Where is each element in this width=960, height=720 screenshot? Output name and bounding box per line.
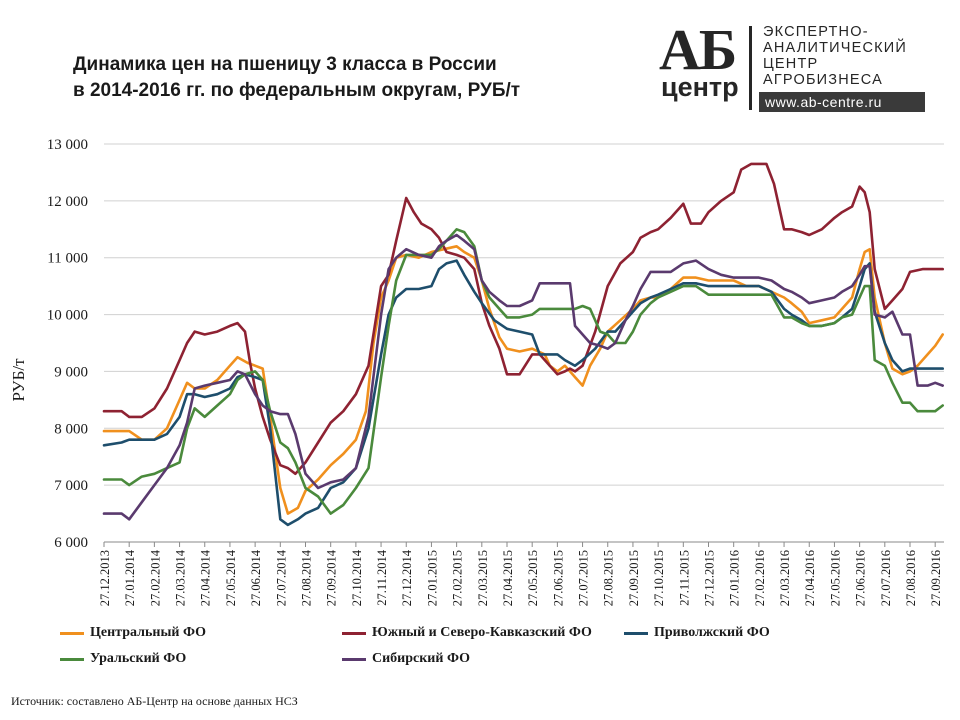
- legend-item-volga: Приволжский ФО: [624, 625, 770, 641]
- x-tick-label: 27.01.2016: [728, 550, 742, 606]
- series-line-0: [102, 245, 944, 515]
- x-tick-label: 27.04.2014: [199, 549, 213, 606]
- y-tick-label: 7 000: [54, 478, 88, 494]
- legend-swatch: [342, 657, 366, 661]
- logo-line-1: ЭКСПЕРТНО-: [763, 24, 869, 40]
- x-tick-label: 27.10.2014: [350, 549, 364, 606]
- x-tick-label: 27.05.2015: [526, 550, 540, 606]
- legend-item-central: Центральный ФО: [60, 625, 206, 641]
- x-tick-label: 27.04.2016: [803, 550, 817, 606]
- logo-mark-bottom: центр: [661, 72, 739, 102]
- x-tick-label: 27.12.2013: [98, 550, 112, 606]
- logo-text: ЭКСПЕРТНО- АНАЛИТИЧЕСКИЙ ЦЕНТР АГРОБИЗНЕ…: [763, 24, 907, 88]
- y-tick-label: 6 000: [54, 535, 88, 551]
- x-tick-label: 27.02.2014: [148, 549, 162, 606]
- title-line-2: в 2014-2016 гг. по федеральным округам, …: [73, 80, 521, 101]
- ab-centre-logo: АБ центр ЭКСПЕРТНО- АНАЛИТИЧЕСКИЙ ЦЕНТР …: [655, 17, 930, 114]
- x-tick-label: 27.06.2014: [249, 549, 263, 606]
- x-tick-label: 27.08.2016: [904, 550, 918, 606]
- x-tick-label: 27.03.2014: [174, 549, 188, 606]
- y-tick-label: 11 000: [47, 251, 88, 267]
- grid-lines: [104, 143, 944, 543]
- x-tick-label: 27.07.2014: [274, 549, 288, 606]
- series-line-3: [102, 228, 944, 515]
- legend-item-south: Южный и Северо-Кавказский ФО: [342, 625, 592, 641]
- chart-title: Динамика цен на пшеницу 3 класса в Росси…: [73, 52, 520, 104]
- x-tick-label: 27.01.2014: [123, 549, 137, 606]
- series-line-4: [102, 233, 944, 521]
- x-tick-label: 27.07.2016: [879, 550, 893, 606]
- series-line-1: [102, 162, 944, 476]
- x-tick-label: 27.09.2016: [929, 550, 943, 606]
- x-tick-label: 27.11.2015: [677, 550, 691, 606]
- legend-swatch: [60, 631, 84, 635]
- series-lines: [102, 162, 944, 527]
- x-tick-label: 27.09.2015: [627, 550, 641, 606]
- x-tick-label: 27.03.2015: [476, 550, 490, 606]
- logo-line-4: АГРОБИЗНЕСА: [763, 72, 884, 88]
- x-tick-label: 27.06.2015: [551, 550, 565, 606]
- logo-line-2: АНАЛИТИЧЕСКИЙ: [763, 40, 908, 56]
- y-axis-ticks: 6 000 7 000 8 000 9 000 10 000 11 000 12 000 13…: [47, 137, 88, 551]
- x-tick-label: 27.10.2015: [652, 550, 666, 606]
- y-tick-label: 9 000: [54, 364, 88, 380]
- x-tick-label: 27.11.2014: [375, 549, 389, 606]
- y-tick-label: 12 000: [47, 194, 88, 210]
- legend-item-siberia: Сибирский ФО: [342, 651, 470, 667]
- legend-label: Уральский ФО: [90, 651, 187, 666]
- x-tick-label: 27.05.2016: [828, 550, 842, 606]
- x-tick-label: 27.12.2015: [702, 550, 716, 606]
- logo-mark-top: АБ: [659, 17, 737, 82]
- logo-line-3: ЦЕНТР: [763, 56, 819, 72]
- x-tick-label: 27.02.2016: [753, 550, 767, 606]
- x-tick-label: 27.02.2015: [451, 550, 465, 606]
- x-axis-ticks: 27.12.2013 27.01.2014 27.02.2014 27.03.2014…: [98, 541, 944, 606]
- x-tick-label: 27.12.2014: [400, 549, 414, 606]
- x-tick-label: 27.05.2014: [224, 549, 238, 606]
- legend-label: Центральный ФО: [90, 625, 207, 640]
- x-tick-label: 27.09.2014: [325, 549, 339, 606]
- logo-url: www.ab-centre.ru: [759, 92, 925, 112]
- x-tick-label: 27.01.2015: [425, 550, 439, 606]
- y-tick-label: 10 000: [47, 308, 88, 324]
- logo-divider: [749, 26, 752, 110]
- legend-item-ural: Уральский ФО: [60, 651, 186, 667]
- x-tick-label: 27.06.2016: [854, 550, 868, 606]
- y-tick-label: 8 000: [54, 421, 88, 437]
- chart-legend: Центральный ФО Южный и Северо-Кавказский…: [60, 625, 960, 673]
- legend-swatch: [60, 657, 84, 661]
- x-tick-label: 27.08.2015: [602, 550, 616, 606]
- legend-label: Приволжский ФО: [654, 625, 770, 640]
- x-tick-label: 27.07.2015: [577, 550, 591, 606]
- title-line-1: Динамика цен на пшеницу 3 класса в Росси…: [73, 54, 497, 75]
- legend-label: Южный и Северо-Кавказский ФО: [372, 625, 592, 640]
- x-tick-label: 27.04.2015: [501, 550, 515, 606]
- y-tick-label: 13 000: [47, 137, 88, 153]
- source-note: Источник: составлено АБ-Центр на основе …: [11, 694, 298, 708]
- legend-label: Сибирский ФО: [372, 651, 471, 666]
- legend-swatch: [624, 631, 648, 635]
- legend-swatch: [342, 631, 366, 635]
- x-tick-label: 27.03.2016: [778, 550, 792, 606]
- x-tick-label: 27.08.2014: [299, 549, 313, 606]
- y-axis-label: РУБ/т: [9, 358, 28, 402]
